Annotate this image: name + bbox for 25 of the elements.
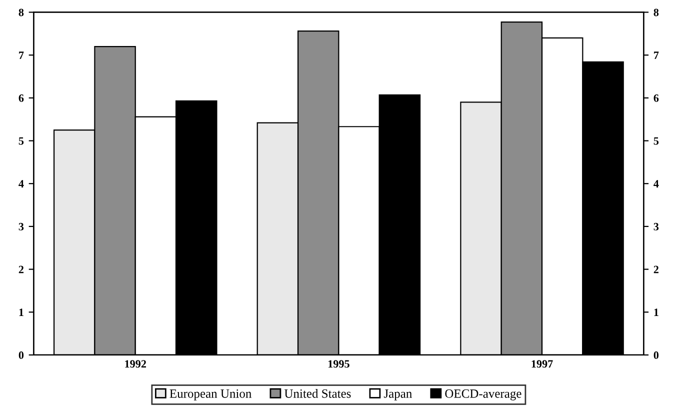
y-tick-label: 8: [18, 8, 24, 16]
y2-tick-label: 3: [654, 222, 659, 230]
y-tick-label: 3: [18, 222, 24, 230]
y2-tick-label: 4: [654, 180, 659, 188]
y-tick-label: 0: [18, 351, 24, 359]
y2-tick-label: 1: [654, 308, 658, 316]
y-tick-label: 6: [18, 94, 24, 102]
x-tick-label: 1997: [532, 360, 553, 368]
legend-label: OECD-average: [445, 389, 522, 400]
x-tick-label: 1992: [125, 360, 146, 368]
y2-tick-label: 0: [654, 351, 659, 359]
x-tick-label: 1995: [328, 360, 350, 368]
y2-tick-label: 6: [654, 94, 659, 102]
y2-tick-label: 7: [654, 52, 659, 59]
y-tick-label: 1: [19, 308, 24, 316]
y-tick-label: 4: [18, 180, 24, 188]
y-tick-label: 2: [18, 266, 24, 274]
y-tick-label: 5: [18, 137, 24, 145]
y2-tick-label: 8: [654, 8, 659, 16]
legend-label: United States: [284, 389, 351, 398]
y2-tick-label: 2: [654, 266, 658, 274]
y-tick-label: 7: [19, 52, 24, 59]
y2-tick-label: 5: [654, 137, 659, 145]
legend-label: European Union: [170, 389, 252, 400]
legend-label: Japan: [384, 390, 412, 400]
